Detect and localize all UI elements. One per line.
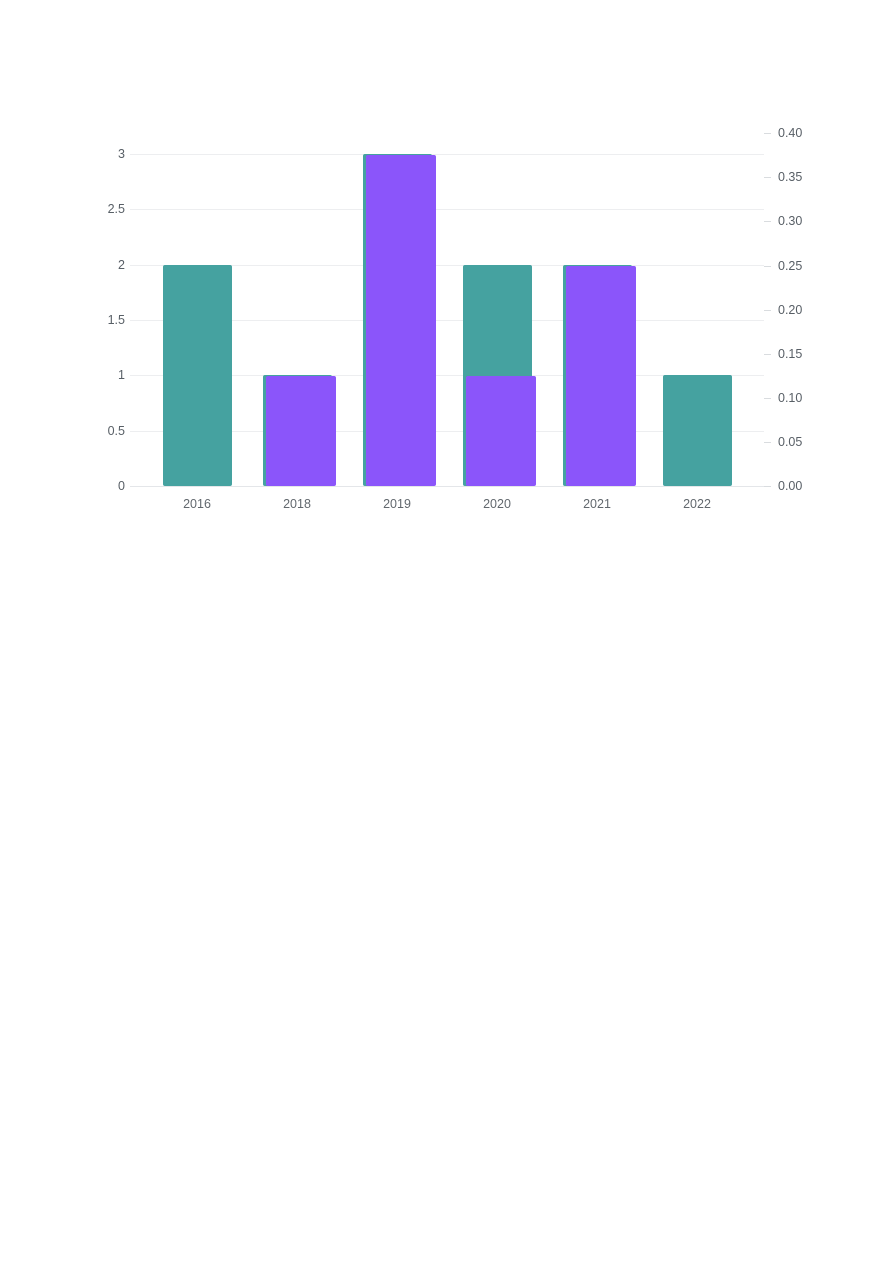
x-tick-label-2016: 2016 <box>183 497 211 511</box>
y-left-tick-label: 0.5 <box>107 423 125 438</box>
x-tick-label-2021: 2021 <box>583 497 611 511</box>
bar-fraction-2018[interactable] <box>266 375 336 486</box>
y-right-tick-label: 0.20 <box>778 302 803 317</box>
gridline <box>130 153 764 155</box>
x-tick-label-2018: 2018 <box>283 497 311 511</box>
y-right-tick-mark <box>764 265 771 267</box>
y-right-tick-mark <box>764 221 771 223</box>
zero-gridline <box>130 486 764 487</box>
y-right-tick-mark <box>764 177 771 179</box>
y-right-tick-mark <box>764 353 771 355</box>
y-right-tick-mark <box>764 133 771 135</box>
y-left-tick-label: 1.5 <box>107 312 125 327</box>
gridline <box>130 430 764 432</box>
y-right-tick-label: 0.25 <box>778 258 803 273</box>
bar-fraction-2020[interactable] <box>466 375 536 486</box>
y-right-tick-label: 0.10 <box>778 390 803 405</box>
y-left-tick-label: 2.5 <box>107 202 125 217</box>
x-tick-label-2019: 2019 <box>383 497 411 511</box>
gridline <box>130 375 764 377</box>
bar-count-2022[interactable] <box>662 375 732 486</box>
y-right-tick-mark <box>764 486 771 487</box>
x-tick-label-2020: 2020 <box>483 497 511 511</box>
y-right-tick-label: 0.35 <box>778 170 803 185</box>
y-right-tick-mark <box>764 441 771 443</box>
y-left-tick-label: 3 <box>118 146 125 161</box>
y-right-tick-label: 0.00 <box>778 479 803 493</box>
gridline <box>130 319 764 321</box>
y-right-tick-label: 0.30 <box>778 214 803 229</box>
bar-count-2016[interactable] <box>162 264 232 486</box>
bar-chart: 0 0.5 1 1.5 2 2.5 3 0.00 0.05 0.10 0.15 0.20 0.25 0.… <box>0 0 893 540</box>
x-tick-label-2022: 2022 <box>683 497 711 511</box>
y-left-tick-label: 2 <box>118 257 125 272</box>
y-left-tick-label: 0 <box>118 479 125 493</box>
y-right-tick-mark <box>764 397 771 399</box>
y-left-tick-label: 1 <box>118 368 125 383</box>
bar-fraction-2019[interactable] <box>366 155 436 486</box>
y-right-tick-label: 0.15 <box>778 346 803 361</box>
y-right-tick-mark <box>764 309 771 311</box>
gridline <box>130 209 764 211</box>
bar-fraction-2021[interactable] <box>566 265 636 486</box>
gridline <box>130 264 764 266</box>
y-right-tick-label: 0.40 <box>778 126 803 141</box>
y-right-tick-label: 0.05 <box>778 434 803 449</box>
